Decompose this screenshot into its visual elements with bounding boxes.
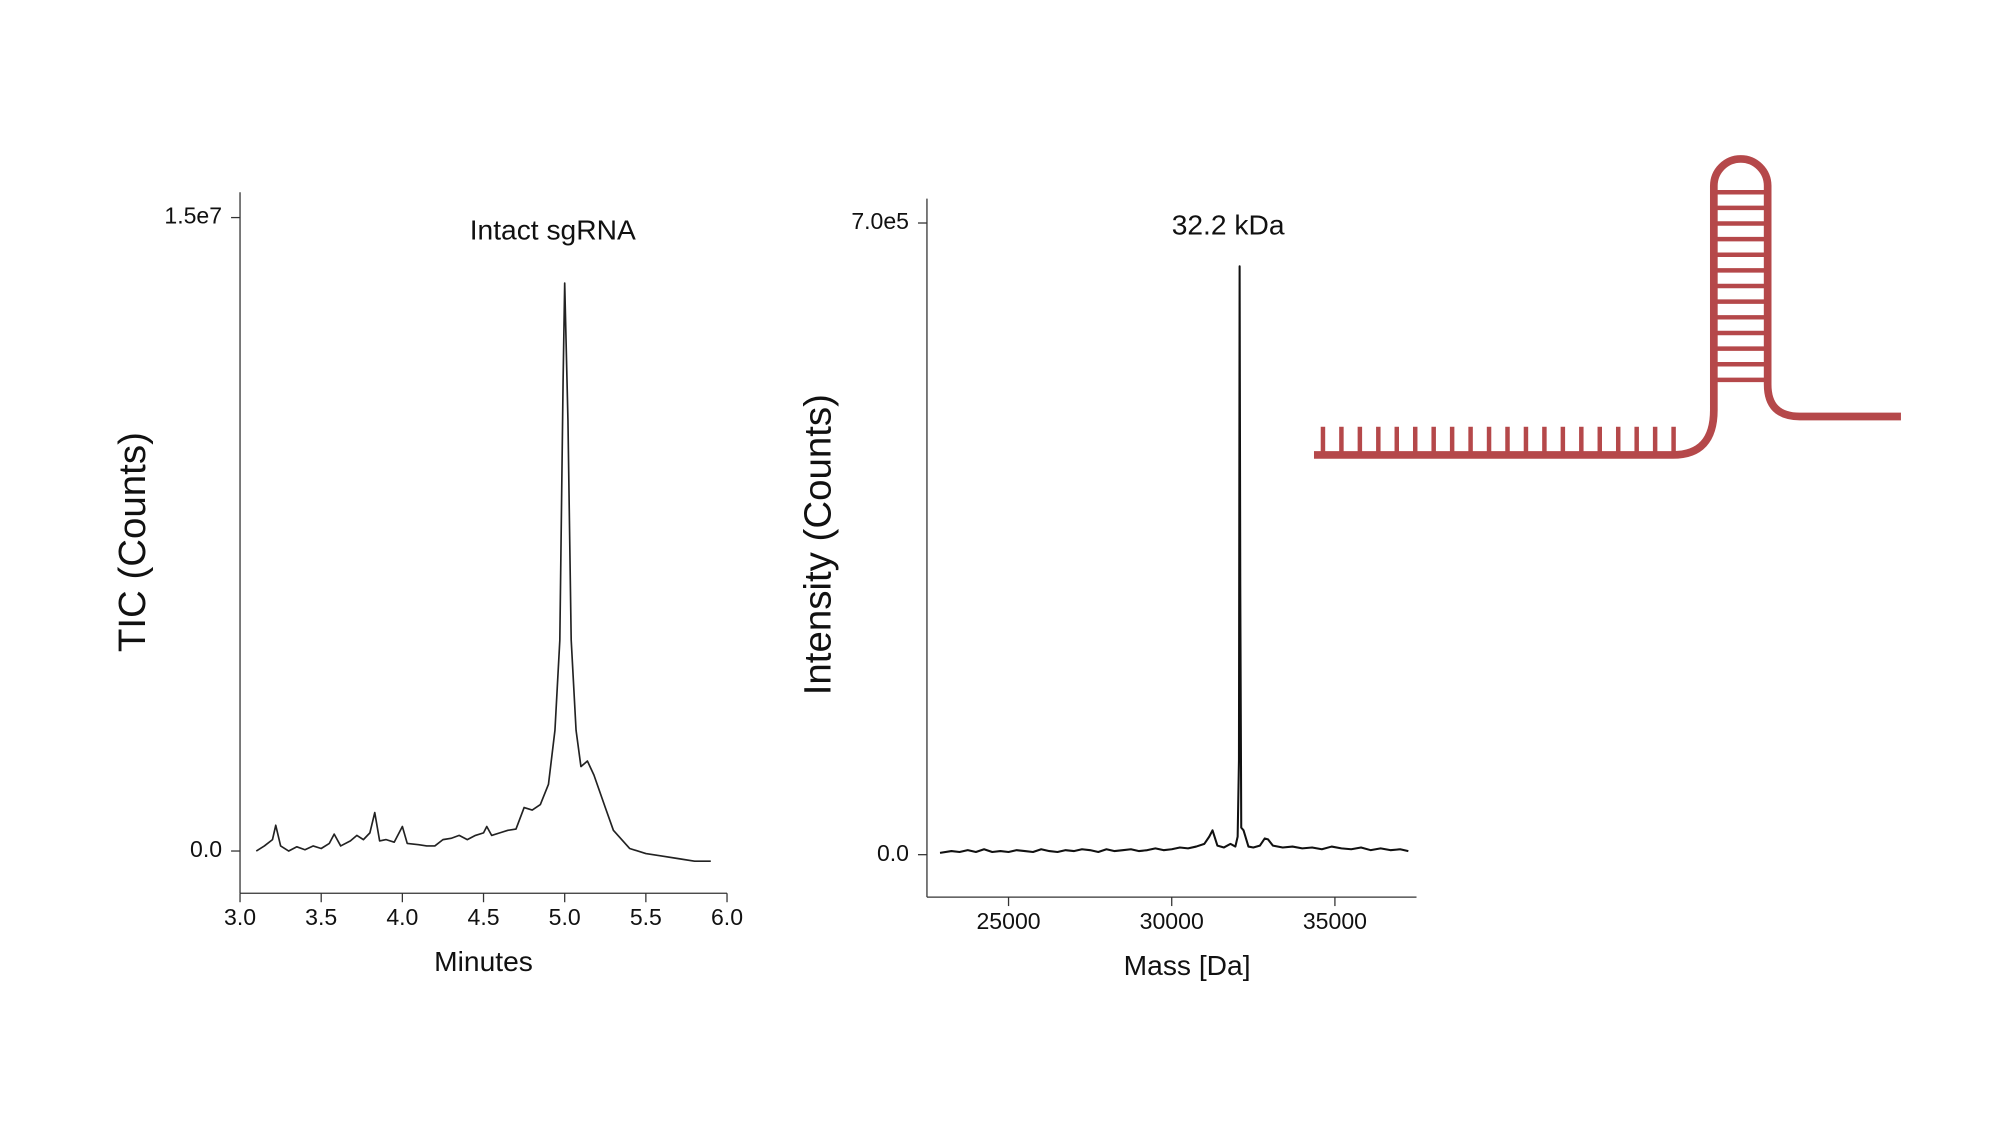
x-tick-label: 4.0 xyxy=(386,904,418,930)
sgrna-diagram xyxy=(1313,155,1901,459)
x-tick-label: 35000 xyxy=(1303,908,1367,934)
x-tick-label: 5.0 xyxy=(549,904,581,930)
peak-annotation: 32.2 kDa xyxy=(1172,208,1285,240)
y-tick-label: 7.0e5 xyxy=(851,208,909,234)
x-tick-label: 25000 xyxy=(976,908,1040,934)
x-tick-label: 5.5 xyxy=(630,904,662,930)
y-tick-label: 0.0 xyxy=(877,840,909,866)
x-tick-label: 30000 xyxy=(1140,908,1204,934)
x-tick-label: 3.5 xyxy=(305,904,337,930)
y-tick-label: 0.0 xyxy=(190,836,222,862)
x-tick-label: 4.5 xyxy=(468,904,500,930)
x-tick-label: 3.0 xyxy=(224,904,256,930)
x-axis-title: Minutes xyxy=(434,945,533,977)
y-tick-label: 1.5e7 xyxy=(164,203,222,229)
peak-annotation: Intact sgRNA xyxy=(470,213,636,245)
y-axis-title: TIC (Counts) xyxy=(111,432,154,652)
data-line xyxy=(255,282,711,862)
y-axis-title: Intensity (Counts) xyxy=(797,394,840,695)
x-tick-label: 6.0 xyxy=(711,904,743,930)
data-line xyxy=(939,265,1409,854)
x-axis-title: Mass [Da] xyxy=(1124,949,1251,981)
